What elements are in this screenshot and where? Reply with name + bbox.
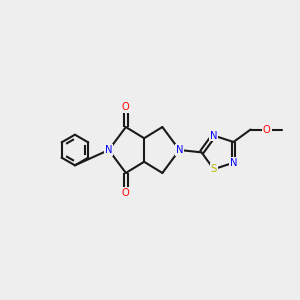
Text: N: N (105, 145, 112, 155)
Text: N: N (210, 130, 218, 141)
Text: N: N (176, 145, 183, 155)
Text: N: N (230, 158, 237, 168)
Text: O: O (122, 188, 130, 198)
Text: S: S (211, 164, 217, 174)
Text: O: O (122, 102, 130, 112)
Text: O: O (263, 124, 271, 134)
